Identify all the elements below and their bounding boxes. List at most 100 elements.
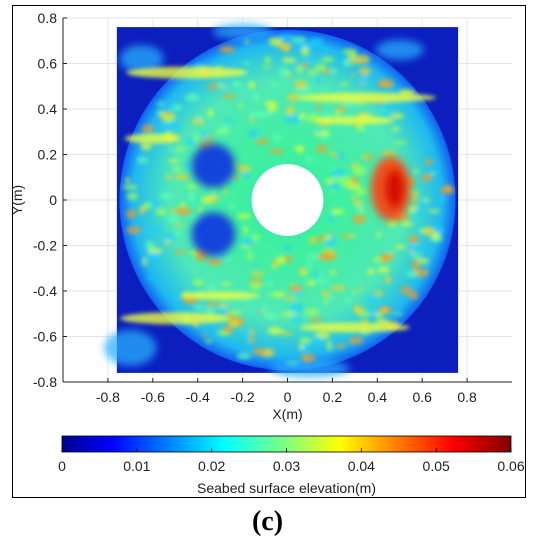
- speckle: [289, 303, 304, 313]
- speckle: [384, 100, 393, 108]
- speckle: [259, 310, 265, 315]
- speckle: [279, 34, 295, 41]
- speckle: [252, 234, 260, 242]
- speckle: [264, 312, 277, 320]
- speckle: [324, 178, 334, 184]
- speckle: [380, 254, 392, 263]
- speckle: [330, 231, 336, 241]
- speckle: [326, 343, 333, 352]
- speckle: [165, 240, 170, 246]
- speckle: [223, 325, 233, 334]
- speckle: [174, 174, 191, 180]
- speckle: [367, 268, 375, 275]
- speckle: [175, 229, 181, 237]
- colorbar-tick-label-6: 0.06: [497, 458, 524, 474]
- speckle: [252, 348, 265, 356]
- speckle: [200, 131, 209, 138]
- speckle: [283, 44, 290, 53]
- speckle: [331, 88, 337, 93]
- speckle: [384, 276, 392, 284]
- speckle: [408, 244, 422, 253]
- speckle: [357, 311, 372, 317]
- speckle: [169, 145, 174, 153]
- speckle: [261, 65, 272, 69]
- speckle: [410, 253, 423, 258]
- speckle: [206, 301, 218, 307]
- speckle: [290, 316, 303, 323]
- speckle: [207, 258, 222, 266]
- speckle: [424, 159, 434, 165]
- speckle: [329, 68, 338, 75]
- speckle: [323, 297, 328, 306]
- x-tick-label-1: -0.6: [141, 389, 165, 405]
- speckle: [285, 106, 296, 115]
- speckle: [421, 173, 433, 182]
- speckle: [169, 103, 176, 110]
- y-axis-label: Y(m): [9, 185, 25, 215]
- speckle: [420, 200, 428, 208]
- speckle: [142, 202, 152, 210]
- speckle: [329, 270, 337, 275]
- speckle: [338, 176, 353, 186]
- speckle: [332, 176, 341, 182]
- speckle: [237, 213, 252, 219]
- speckle: [306, 253, 322, 259]
- x-tick-label-6: 0.4: [368, 389, 388, 405]
- heatmap-field: [104, 23, 459, 378]
- speckle: [250, 271, 265, 277]
- speckle: [146, 252, 161, 260]
- speckle: [295, 145, 305, 153]
- y-tick-label-2: 0.4: [38, 101, 58, 117]
- speckle: [319, 270, 324, 278]
- colorbar-tick-label-4: 0.04: [348, 458, 375, 474]
- speckle: [315, 278, 329, 285]
- speckle: [186, 192, 196, 201]
- x-tick-label-5: 0.2: [323, 389, 343, 405]
- speckle: [202, 333, 207, 338]
- speckle: [267, 105, 278, 113]
- speckle: [317, 253, 334, 261]
- speckle: [142, 257, 147, 267]
- speckle: [316, 103, 321, 111]
- speckle: [322, 248, 330, 254]
- speckle: [283, 245, 292, 252]
- speckle: [307, 280, 316, 286]
- speckle: [323, 133, 330, 139]
- speckle: [421, 197, 431, 202]
- halo-blob-3: [212, 23, 273, 40]
- x-tick-label-7: 0.6: [412, 389, 432, 405]
- speckle: [342, 48, 358, 55]
- speckle: [299, 342, 304, 352]
- y-tick-label-3: 0.2: [38, 147, 58, 163]
- speckle: [222, 187, 228, 195]
- speckle: [321, 56, 335, 63]
- speckle: [201, 136, 216, 141]
- speckle: [393, 140, 408, 145]
- speckle: [350, 73, 356, 77]
- speckle: [278, 67, 290, 77]
- speckle: [306, 260, 312, 268]
- speckle: [224, 256, 232, 261]
- speckle: [267, 280, 273, 287]
- y-tick-label-0: 0.8: [38, 10, 58, 26]
- speckle: [391, 126, 400, 132]
- speckle: [400, 221, 413, 227]
- speckle: [192, 305, 207, 311]
- speckle: [390, 113, 405, 119]
- speckle: [228, 319, 240, 328]
- speckle: [300, 63, 311, 68]
- x-tick-label-3: -0.2: [231, 389, 255, 405]
- speckle: [287, 93, 299, 102]
- speckle: [219, 302, 228, 309]
- speckle: [218, 46, 235, 53]
- speckle: [294, 80, 308, 89]
- speckle: [208, 192, 217, 198]
- speckle: [269, 82, 280, 87]
- speckle: [358, 67, 371, 76]
- speckle: [227, 311, 243, 315]
- speckle: [126, 192, 139, 201]
- y-tick-labels: 0.8 0.6 0.4 0.2 0 -0.2 -0.4 -0.6 -0.8: [33, 10, 67, 390]
- speckle: [249, 328, 255, 336]
- speckle: [257, 111, 272, 118]
- colorbar-tick-label-1: 0.01: [123, 458, 150, 474]
